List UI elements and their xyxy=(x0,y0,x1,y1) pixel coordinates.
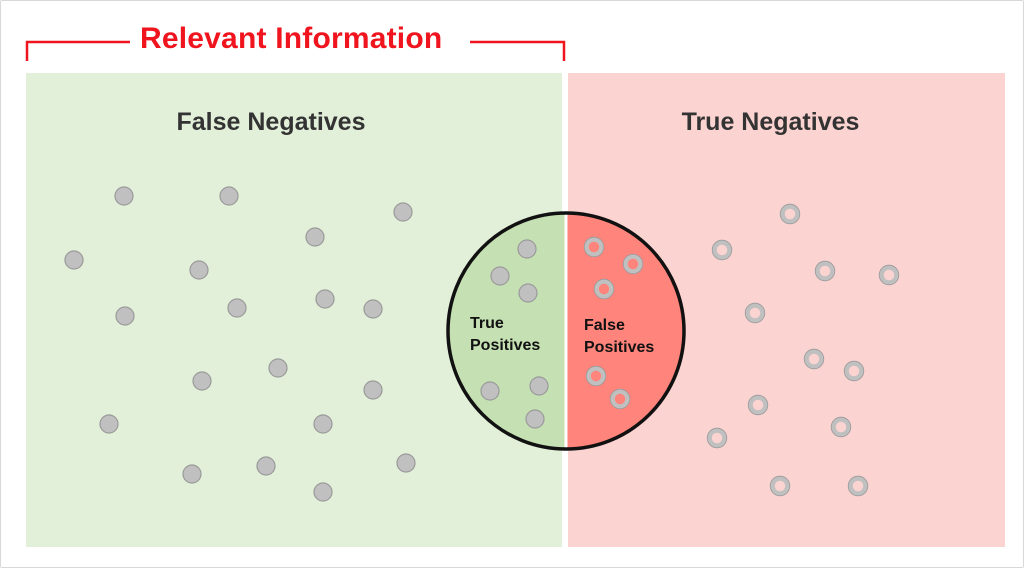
relevant-item-dot xyxy=(256,456,276,476)
irrelevant-item-ring xyxy=(594,279,614,299)
relevant-item-dot xyxy=(313,482,333,502)
irrelevant-item-ring-outline xyxy=(847,475,869,497)
irrelevant-item-ring-outline xyxy=(779,203,801,225)
irrelevant-item-ring-outline xyxy=(711,239,733,261)
relevant-item-dot xyxy=(315,289,335,309)
false-positives-label: False Positives xyxy=(584,315,654,359)
true-negatives-heading: True Negatives xyxy=(681,108,860,136)
irrelevant-item-ring-outline xyxy=(803,348,825,370)
irrelevant-item-ring-outline xyxy=(593,278,615,300)
irrelevant-item-ring xyxy=(584,237,604,257)
irrelevant-item-ring xyxy=(745,303,765,323)
irrelevant-item-ring xyxy=(848,476,868,496)
irrelevant-item-ring-outline xyxy=(769,475,791,497)
irrelevant-item-ring-outline xyxy=(706,427,728,449)
irrelevant-item-ring-outline xyxy=(843,360,865,382)
irrelevant-item-ring xyxy=(707,428,727,448)
irrelevant-item-ring xyxy=(712,240,732,260)
circle-outline xyxy=(446,211,686,451)
relevant-item-dot xyxy=(305,227,325,247)
irrelevant-item-ring xyxy=(815,261,835,281)
irrelevant-item-ring-outline xyxy=(878,264,900,286)
relevant-item-dot xyxy=(313,414,333,434)
irrelevant-item-ring xyxy=(610,389,630,409)
irrelevant-item-ring-outline xyxy=(814,260,836,282)
irrelevant-item-ring-outline xyxy=(585,365,607,387)
irrelevant-dots xyxy=(583,203,900,497)
relevant-item-dot xyxy=(490,266,510,286)
relevant-item-dot xyxy=(192,371,212,391)
irrelevant-item-ring xyxy=(780,204,800,224)
relevant-item-dot xyxy=(268,358,288,378)
relevant-item-dot xyxy=(518,283,538,303)
irrelevant-item-ring-outline xyxy=(609,388,631,410)
relevant-item-dot xyxy=(517,239,537,259)
relevant-item-dot xyxy=(363,380,383,400)
false-negatives-heading: False Negatives xyxy=(176,108,366,136)
relevant-bracket xyxy=(25,40,566,61)
irrelevant-item-ring xyxy=(770,476,790,496)
relevant-item-dot xyxy=(115,306,135,326)
relevant-item-dot xyxy=(182,464,202,484)
true-positives-label: True Positives xyxy=(470,313,540,357)
irrelevant-item-ring-outline xyxy=(744,302,766,324)
irrelevant-item-ring xyxy=(844,361,864,381)
irrelevant-item-ring-outline xyxy=(747,394,769,416)
relevant-item-dot xyxy=(219,186,239,206)
relevant-dots xyxy=(64,186,549,502)
relevant-item-dot xyxy=(114,186,134,206)
relevant-item-dot xyxy=(227,298,247,318)
relevant-item-dot xyxy=(396,453,416,473)
true-positives-line1: True xyxy=(470,315,504,332)
irrelevant-item-ring xyxy=(804,349,824,369)
irrelevant-item-ring xyxy=(748,395,768,415)
irrelevant-item-ring xyxy=(879,265,899,285)
relevant-item-dot xyxy=(99,414,119,434)
irrelevant-item-ring-outline xyxy=(830,416,852,438)
irrelevant-item-ring-outline xyxy=(583,236,605,258)
irrelevant-item-ring-outline xyxy=(622,253,644,275)
irrelevant-item-ring xyxy=(623,254,643,274)
relevant-information-label: Relevant Information xyxy=(140,22,443,55)
relevant-item-dot xyxy=(525,409,545,429)
false-positives-line2: Positives xyxy=(584,339,655,356)
relevant-item-dot xyxy=(363,299,383,319)
irrelevant-item-ring xyxy=(831,417,851,437)
relevant-item-dot xyxy=(64,250,84,270)
relevant-item-dot xyxy=(529,376,549,396)
relevant-item-dot xyxy=(393,202,413,222)
relevant-item-dot xyxy=(189,260,209,280)
irrelevant-item-ring xyxy=(586,366,606,386)
relevant-item-dot xyxy=(480,381,500,401)
true-positives-line2: Positives xyxy=(470,337,541,354)
false-positives-line1: False xyxy=(584,317,625,334)
